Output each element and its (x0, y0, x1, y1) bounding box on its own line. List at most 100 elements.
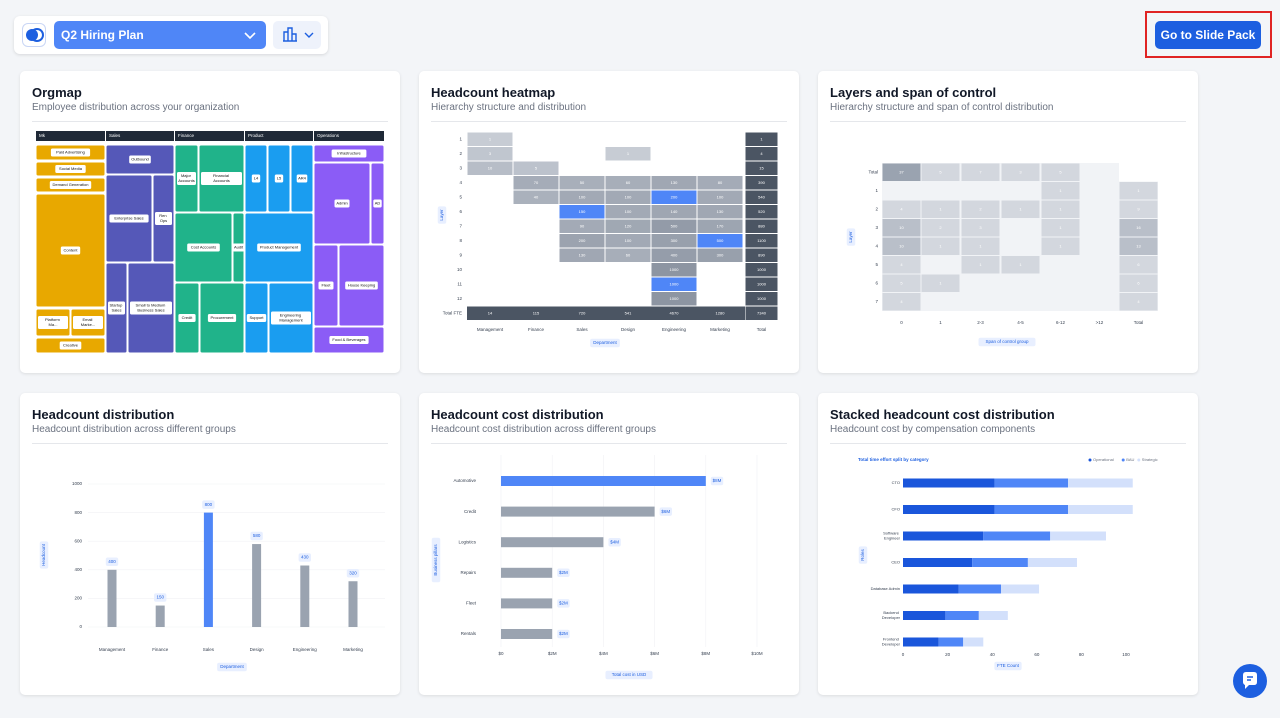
value-label: $4M (610, 539, 619, 544)
bar (501, 567, 553, 578)
x-tick-label: Engineering (293, 647, 318, 652)
y-tick-label: Fleet (466, 601, 477, 606)
heat-cell (605, 234, 651, 248)
value-label-bg (202, 500, 215, 509)
plan-select[interactable]: Q2 Hiring Plan (54, 21, 266, 49)
span-card[interactable]: Total 37 5 7 3 5 1 1 1 2 4 1 2 1 1 9 3 10 2 3 1 16 4 10 1 1 1 13 5 4 1… (818, 71, 1198, 373)
chart-card[interactable]: 0 200 400 600 800 1000 400 Management 150 Finance… (20, 393, 400, 695)
divider (830, 121, 1186, 122)
bar (348, 581, 358, 627)
heat-cell (559, 190, 605, 204)
group-name: Mk (39, 133, 46, 138)
axis-label: FTE Count (997, 663, 1020, 668)
cell-value: 4 (760, 151, 763, 156)
cell-value: 130 (717, 209, 724, 214)
node-label: Fleet (322, 283, 332, 288)
divider (431, 121, 787, 122)
node-label-bg (50, 148, 91, 157)
heat-cell (651, 205, 697, 219)
cell-value: 1 (1019, 262, 1022, 267)
orgmap-card[interactable]: Mk Paid Advertising Social Media Demand Gen… (20, 71, 400, 373)
span-cell (961, 163, 1000, 181)
cell-value: 3 (489, 151, 492, 156)
cell-value: 2 (979, 206, 982, 211)
chart: 0 200 400 600 800 1000 400 Management 150 Finance… (39, 481, 385, 672)
y-tick-label: 0 (79, 624, 82, 629)
node-label-bg (38, 316, 68, 329)
span-cell (882, 256, 921, 274)
cell-value: 300 (717, 252, 724, 257)
cell-value: 6 (1137, 280, 1140, 285)
cell-value: 3 (979, 225, 982, 230)
y-tick-label: Software Engineer (883, 531, 901, 541)
chart-card[interactable]: Total time effort split by category Opera… (818, 393, 1198, 695)
x-tick-label: Management (99, 647, 126, 652)
span-cell (882, 293, 921, 311)
group-name: Finance (178, 133, 195, 138)
cell-value: 16 (1136, 225, 1141, 230)
span-cell (921, 163, 960, 181)
chart-type-select[interactable] (273, 21, 321, 49)
card-subtitle: Employee distribution across your organi… (32, 102, 240, 113)
axis-label: Total cost in USD (612, 672, 647, 677)
heat-cell (745, 161, 778, 175)
cell-value: 400 (671, 252, 678, 257)
row-label: 6 (459, 209, 462, 214)
heat-cell (559, 248, 605, 262)
axis-label: Layer (848, 231, 853, 243)
node-label: Major Accounts (178, 173, 194, 183)
node-label: Food & Beverages (332, 337, 365, 342)
bar (501, 537, 604, 548)
card-subtitle: Hierarchy structure and distribution (431, 102, 587, 113)
span-cell (961, 200, 1000, 218)
span-cell (882, 237, 921, 255)
row-label: 7 (875, 299, 878, 304)
x-tick-label: Design (250, 647, 265, 652)
node-label: Credit (182, 315, 194, 320)
heat-cell (605, 147, 651, 161)
y-tick-label: Rentals (461, 631, 477, 636)
chart-card[interactable]: $0 $2M $4M $6M $8M $10M Automotive $8M Credit $6M… (419, 393, 799, 695)
node-label-bg (345, 281, 378, 290)
y-tick-label: CFO (892, 507, 900, 512)
cell-value: 10 (899, 225, 904, 230)
cell-value: 1000 (670, 267, 680, 272)
node-label-bg (49, 181, 92, 189)
logo[interactable] (22, 23, 46, 47)
slide-pack-button[interactable]: Go to Slide Pack (1155, 21, 1261, 49)
chat-button[interactable] (1233, 664, 1267, 698)
cell-value: 6 (1137, 262, 1140, 267)
cell-value: 80 (718, 180, 723, 185)
axis-label: Department (220, 664, 244, 669)
group-header (36, 131, 105, 141)
heatmap-card[interactable]: 1 1 1 2 3 1 4 3 10 5 15 4 70 50 60 130 80 390 5 40 100 100 200… (419, 71, 799, 373)
bar (501, 506, 655, 517)
y-tick-label: Credit (464, 509, 477, 514)
cell-value: 880 (758, 223, 765, 228)
node-label-bg (55, 165, 86, 173)
span-cell (882, 219, 921, 237)
heat-cell (697, 205, 743, 219)
node-label-bg (207, 314, 237, 322)
node-label-bg (257, 243, 301, 252)
cell-value: 60 (626, 180, 631, 185)
cell-value: 1 (1059, 225, 1062, 230)
cell-value: 1 (1059, 188, 1062, 193)
y-tick-label: Automotive (453, 478, 476, 483)
card-subtitle: Headcount cost by compensation component… (830, 424, 1036, 435)
span-cell (921, 200, 960, 218)
node-label: L4 (254, 176, 259, 181)
cell-value: 100 (625, 194, 632, 199)
row-label: 2 (459, 151, 462, 156)
group-header (106, 131, 174, 141)
node-label-bg (129, 155, 151, 164)
node-label: Audit (234, 245, 244, 250)
heat-cell (697, 248, 743, 262)
node-label: Product Management (260, 245, 299, 250)
span-cell (882, 200, 921, 218)
row-label: 1 (459, 136, 462, 141)
bar-segment (1001, 584, 1040, 594)
row-label: 2 (875, 206, 878, 211)
column-label: Management (477, 327, 504, 332)
heat-cell (605, 205, 651, 219)
